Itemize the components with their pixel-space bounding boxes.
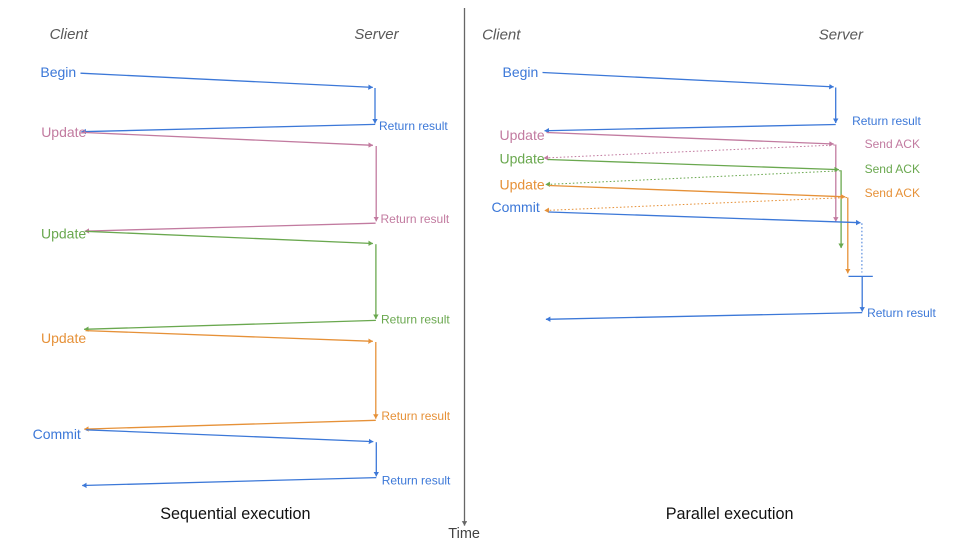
svg-text:Client: Client: [50, 26, 89, 43]
svg-text:Client: Client: [482, 26, 521, 43]
svg-text:Server: Server: [819, 26, 864, 43]
svg-text:Update: Update: [500, 177, 545, 193]
svg-text:Update: Update: [500, 127, 545, 143]
svg-text:Begin: Begin: [40, 64, 76, 80]
svg-text:Send ACK: Send ACK: [865, 137, 920, 151]
svg-text:Return result: Return result: [379, 119, 448, 133]
svg-text:Return result: Return result: [852, 114, 921, 128]
svg-text:Server: Server: [354, 26, 399, 43]
svg-text:Send ACK: Send ACK: [865, 186, 920, 200]
svg-text:Begin: Begin: [503, 64, 539, 80]
svg-text:Return result: Return result: [381, 409, 450, 423]
svg-text:Sequential execution: Sequential execution: [160, 505, 310, 523]
svg-text:Update: Update: [500, 150, 545, 166]
svg-text:Return result: Return result: [381, 313, 450, 327]
svg-text:Return result: Return result: [867, 306, 936, 320]
svg-text:Send ACK: Send ACK: [865, 162, 920, 176]
svg-text:Commit: Commit: [492, 199, 540, 215]
svg-text:Update: Update: [41, 330, 86, 346]
svg-text:Parallel execution: Parallel execution: [666, 505, 794, 523]
svg-text:Update: Update: [41, 124, 86, 140]
svg-text:Return result: Return result: [381, 212, 450, 226]
svg-text:Return result: Return result: [382, 473, 451, 487]
svg-text:Update: Update: [41, 226, 86, 242]
svg-text:Time: Time: [448, 526, 480, 540]
svg-text:Commit: Commit: [33, 426, 81, 442]
